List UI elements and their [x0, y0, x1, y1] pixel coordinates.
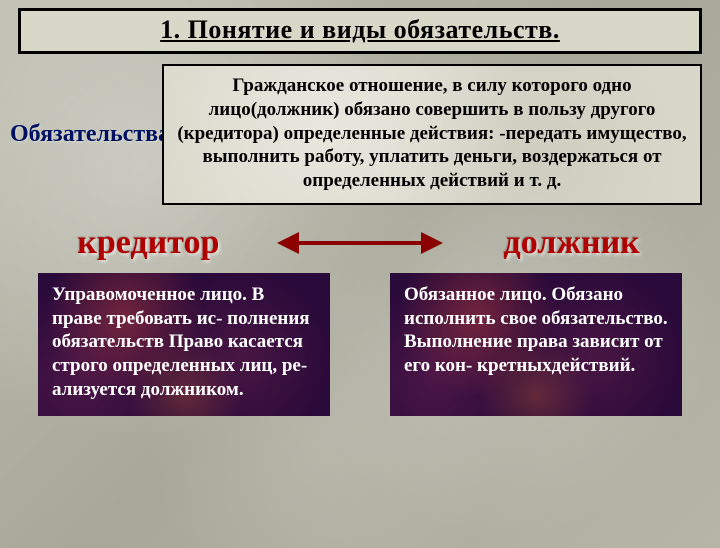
side-label: Обязательства	[6, 64, 156, 205]
creditor-heading: кредитор	[38, 224, 258, 262]
page-title: 1. Понятие и виды обязательств.	[21, 15, 699, 45]
mid-row: кредитор должник	[30, 223, 690, 263]
definition-box: Гражданское отношение, в силу которого о…	[162, 64, 702, 205]
bottom-row: Управомоченное лицо. В праве требовать и…	[38, 273, 682, 416]
debtor-box: Обязанное лицо. Обязано исполнить свое о…	[390, 273, 682, 416]
double-arrow	[275, 223, 445, 263]
top-row: Обязательства Гражданское отношение, в с…	[6, 64, 702, 205]
debtor-heading: должник	[462, 224, 682, 262]
title-bar: 1. Понятие и виды обязательств.	[18, 8, 702, 54]
arrow-icon	[295, 241, 425, 245]
creditor-box: Управомоченное лицо. В праве требовать и…	[38, 273, 330, 416]
